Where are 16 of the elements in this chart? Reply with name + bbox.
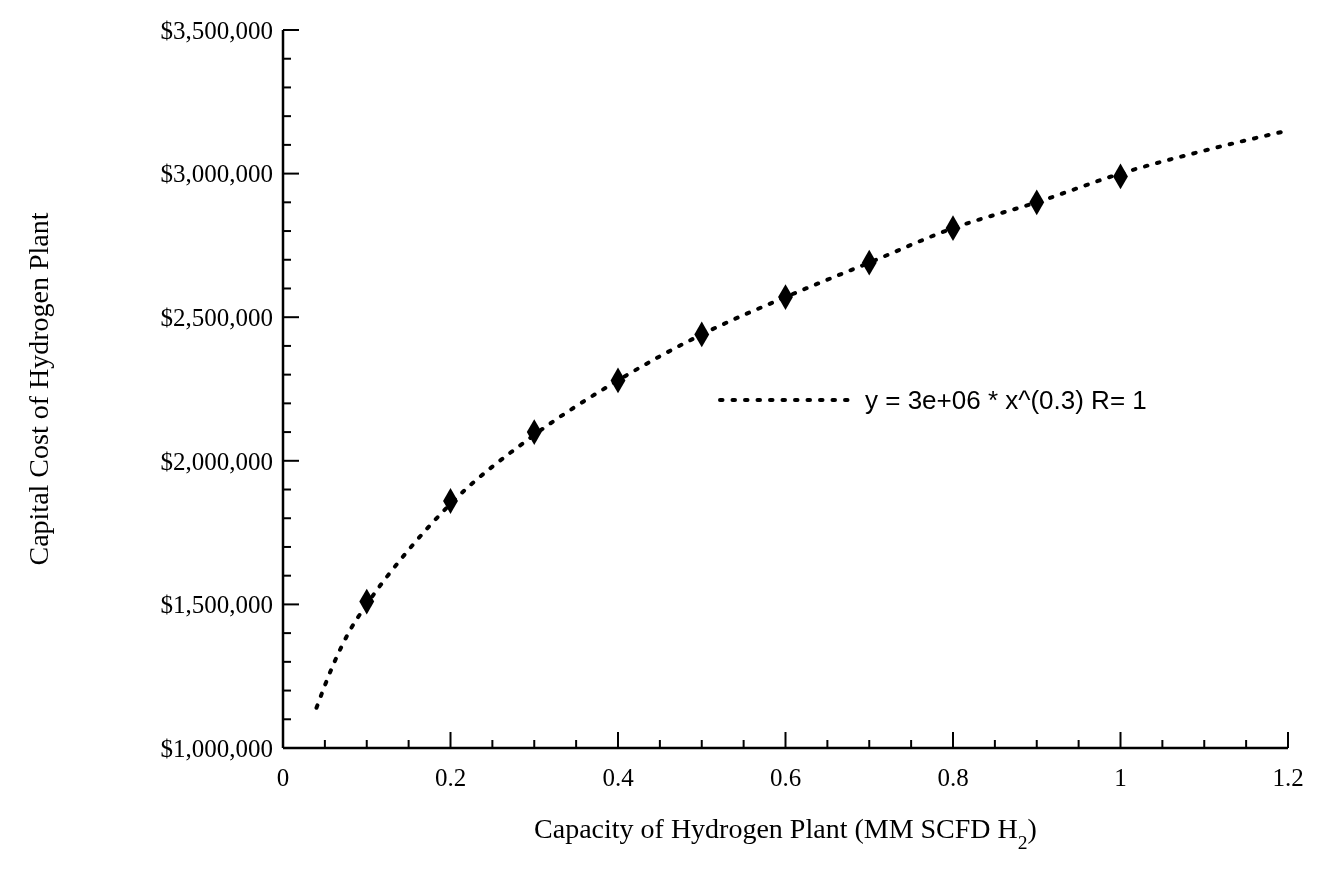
x-tick-label: 1 — [1114, 764, 1127, 791]
legend-label: y = 3e+06 * x^(0.3) R= 1 — [865, 385, 1147, 416]
y-tick-label: $1,500,000 — [160, 591, 273, 619]
x-tick-label: 0.2 — [434, 764, 467, 791]
y-tick-label: $3,000,000 — [160, 160, 273, 188]
x-tick-label: 1.2 — [1272, 764, 1304, 791]
y-tick-label: $1,000,000 — [160, 734, 273, 762]
y-tick-label: $3,500,000 — [160, 16, 273, 44]
y-tick-label: $2,500,000 — [160, 303, 273, 331]
y-axis-title: Capital Cost of Hydrogen Plant — [23, 212, 54, 566]
y-tick-label: $2,000,000 — [160, 447, 273, 475]
x-tick-label: 0.8 — [937, 764, 969, 791]
x-axis-title: Capacity of Hydrogen Plant (MM SCFD H$_{2}$) — [534, 813, 1037, 853]
x-tick-label: 0.6 — [769, 764, 802, 791]
x-tick-label: 0 — [276, 764, 290, 791]
x-tick-label: 0.4 — [602, 764, 635, 791]
